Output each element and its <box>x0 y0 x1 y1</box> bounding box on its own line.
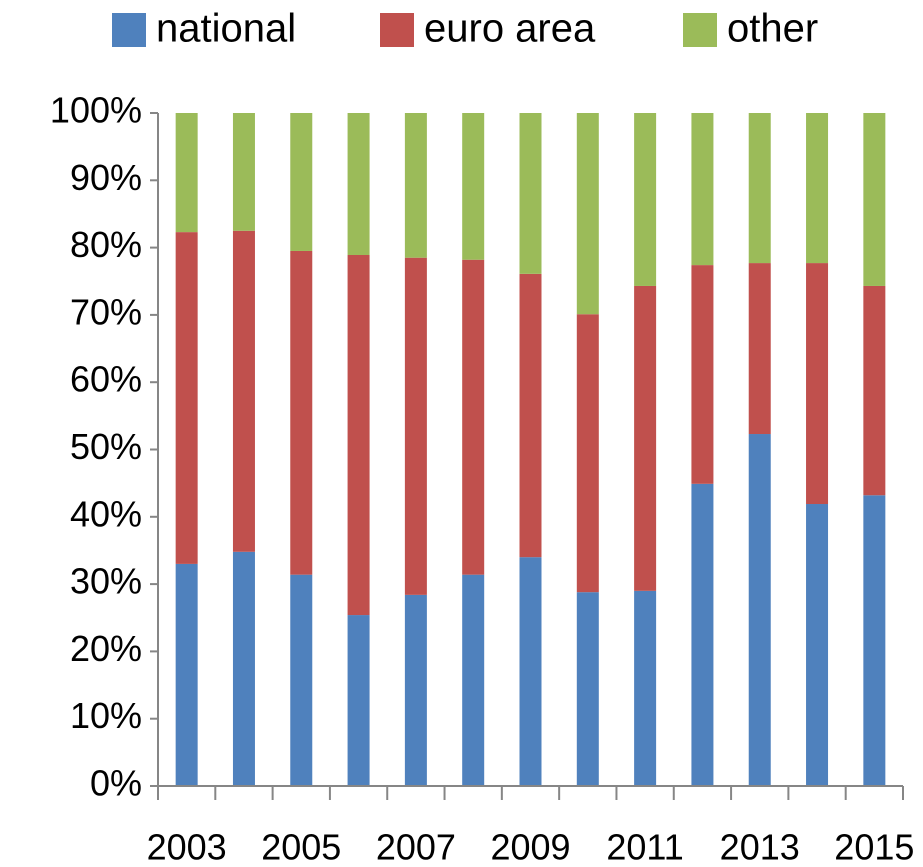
bar-segment <box>404 594 427 786</box>
bar-segment <box>290 574 313 786</box>
bar-segment <box>404 257 427 595</box>
legend-label: other <box>727 7 818 51</box>
bar-segment <box>806 263 829 505</box>
x-tick-label: 2013 <box>720 827 800 867</box>
bar-segment <box>232 551 255 786</box>
bar-segment <box>806 504 829 786</box>
y-tick-label: 60% <box>70 359 142 400</box>
y-tick-label: 70% <box>70 291 142 332</box>
legend-swatch <box>112 13 146 47</box>
bar-segment <box>634 113 657 286</box>
y-tick-label: 90% <box>70 157 142 198</box>
bar-segment <box>175 232 198 564</box>
bar-segment <box>748 434 771 786</box>
bar-segment <box>462 574 485 786</box>
bar-segment <box>576 592 599 786</box>
bar-segment <box>691 483 714 786</box>
x-tick-label: 2015 <box>834 827 914 867</box>
y-tick-label: 40% <box>70 493 142 534</box>
bar-segment <box>748 263 771 435</box>
bar-segment <box>863 495 886 786</box>
bar-segment <box>691 113 714 266</box>
bar-segment <box>748 113 771 264</box>
bar-segment <box>519 557 542 786</box>
bar-segment <box>404 113 427 258</box>
bar-segment <box>175 563 198 786</box>
bar-segment <box>462 259 485 575</box>
bar-segment <box>290 250 313 575</box>
bar-segment <box>519 273 542 558</box>
x-tick-label: 2003 <box>147 827 227 867</box>
x-tick-label: 2011 <box>606 827 683 867</box>
y-tick-label: 20% <box>70 628 142 669</box>
bar-segment <box>232 113 255 231</box>
y-tick-label: 80% <box>70 224 142 265</box>
bar-segment <box>576 113 599 315</box>
bar-segment <box>232 230 255 552</box>
bar-segment <box>347 255 370 616</box>
bar-segment <box>806 113 829 264</box>
bar-segment <box>576 314 599 593</box>
legend-swatch <box>380 13 414 47</box>
bar-segment <box>691 265 714 484</box>
bar-segment <box>347 113 370 256</box>
y-tick-label: 10% <box>70 695 142 736</box>
legend-label: national <box>156 7 296 51</box>
y-tick-label: 0% <box>90 763 142 804</box>
x-tick-label: 2005 <box>261 827 341 867</box>
bar-segment <box>462 113 485 260</box>
bar-segment <box>175 113 198 233</box>
bar-segment <box>519 113 542 274</box>
bar-segment <box>347 615 370 786</box>
legend-label: euro area <box>424 7 596 51</box>
x-tick-label: 2009 <box>490 827 570 867</box>
y-tick-label: 50% <box>70 426 142 467</box>
legend-swatch <box>683 13 717 47</box>
bar-segment <box>863 113 886 286</box>
bar-segment <box>634 590 657 786</box>
x-tick-label: 2007 <box>376 827 456 867</box>
bar-segment <box>863 285 886 496</box>
y-tick-label: 100% <box>50 90 142 131</box>
bar-segment <box>290 113 313 251</box>
bar-segment <box>634 285 657 591</box>
y-tick-label: 30% <box>70 561 142 602</box>
